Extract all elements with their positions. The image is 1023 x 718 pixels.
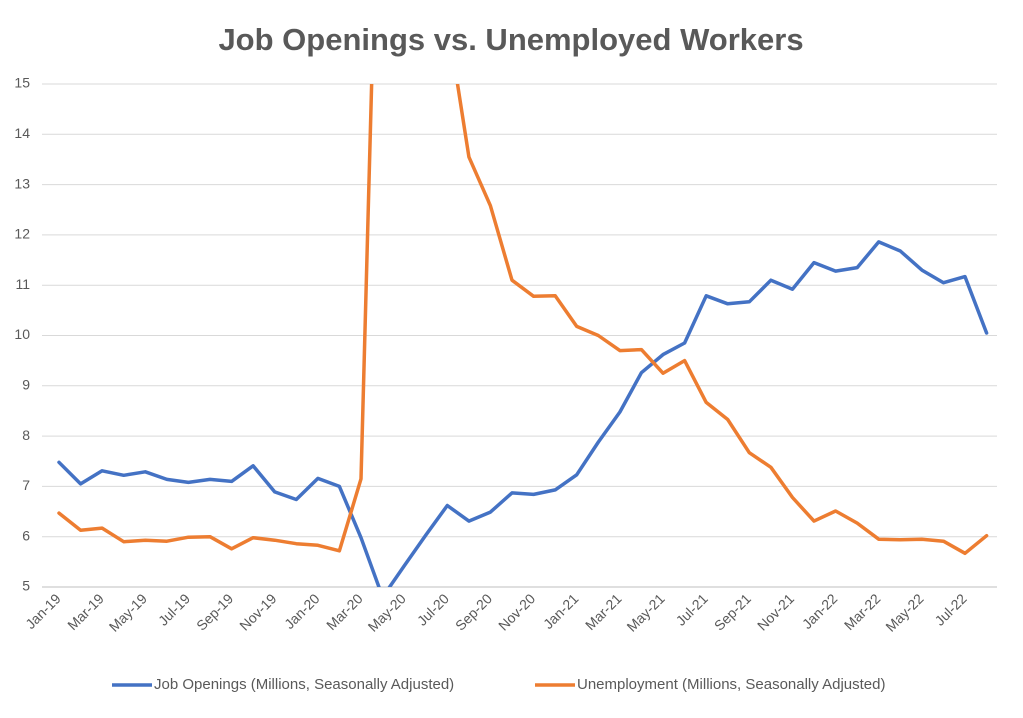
y-tick-label: 6 bbox=[22, 527, 30, 543]
x-tick-label: Jul-21 bbox=[673, 590, 711, 628]
x-tick-label: Jan-22 bbox=[799, 590, 841, 632]
x-tick-label: Nov-21 bbox=[754, 590, 797, 633]
y-tick-label: 15 bbox=[14, 75, 30, 91]
x-tick-label: Mar-19 bbox=[64, 590, 107, 633]
x-tick-label: Jan-19 bbox=[22, 590, 64, 632]
data-line bbox=[57, 84, 989, 556]
plot-area bbox=[57, 84, 989, 587]
y-tick-label: 7 bbox=[22, 477, 30, 493]
y-tick-label: 8 bbox=[22, 427, 30, 443]
legend-label: Job Openings (Millions, Seasonally Adjus… bbox=[154, 676, 454, 693]
chart-title: Job Openings vs. Unemployed Workers bbox=[218, 22, 803, 57]
x-tick-label: Jul-22 bbox=[931, 590, 969, 628]
y-tick-label: 9 bbox=[22, 377, 30, 393]
x-tick-label: Jan-20 bbox=[281, 590, 323, 632]
legend-label: Unemployment (Millions, Seasonally Adjus… bbox=[577, 676, 885, 693]
data-line bbox=[57, 240, 989, 587]
x-tick-label: May-21 bbox=[623, 590, 667, 634]
x-tick-label: Jul-20 bbox=[414, 590, 452, 628]
x-tick-label: Mar-21 bbox=[582, 590, 625, 633]
y-tick-label: 11 bbox=[15, 276, 30, 292]
y-tick-label: 14 bbox=[14, 125, 30, 141]
y-tick-label: 12 bbox=[14, 226, 30, 242]
x-tick-label: Nov-20 bbox=[495, 590, 538, 633]
x-tick-label: Mar-22 bbox=[841, 590, 884, 633]
y-tick-label: 10 bbox=[14, 326, 30, 342]
x-tick-label: Sep-19 bbox=[193, 590, 236, 633]
x-tick-label: May-20 bbox=[365, 590, 409, 634]
grid bbox=[42, 83, 997, 588]
x-tick-label: Jul-19 bbox=[155, 590, 193, 628]
x-tick-label: Sep-21 bbox=[711, 590, 754, 633]
x-tick-label: Mar-20 bbox=[323, 590, 366, 633]
x-tick-label: Jan-21 bbox=[540, 590, 582, 632]
x-tick-label: May-22 bbox=[882, 590, 926, 634]
y-tick-label: 13 bbox=[14, 175, 30, 191]
x-tick-label: May-19 bbox=[106, 590, 150, 634]
x-tick-label: Nov-19 bbox=[236, 590, 279, 633]
y-tick-label: 5 bbox=[22, 578, 30, 594]
x-tick-label: Sep-20 bbox=[452, 590, 495, 633]
